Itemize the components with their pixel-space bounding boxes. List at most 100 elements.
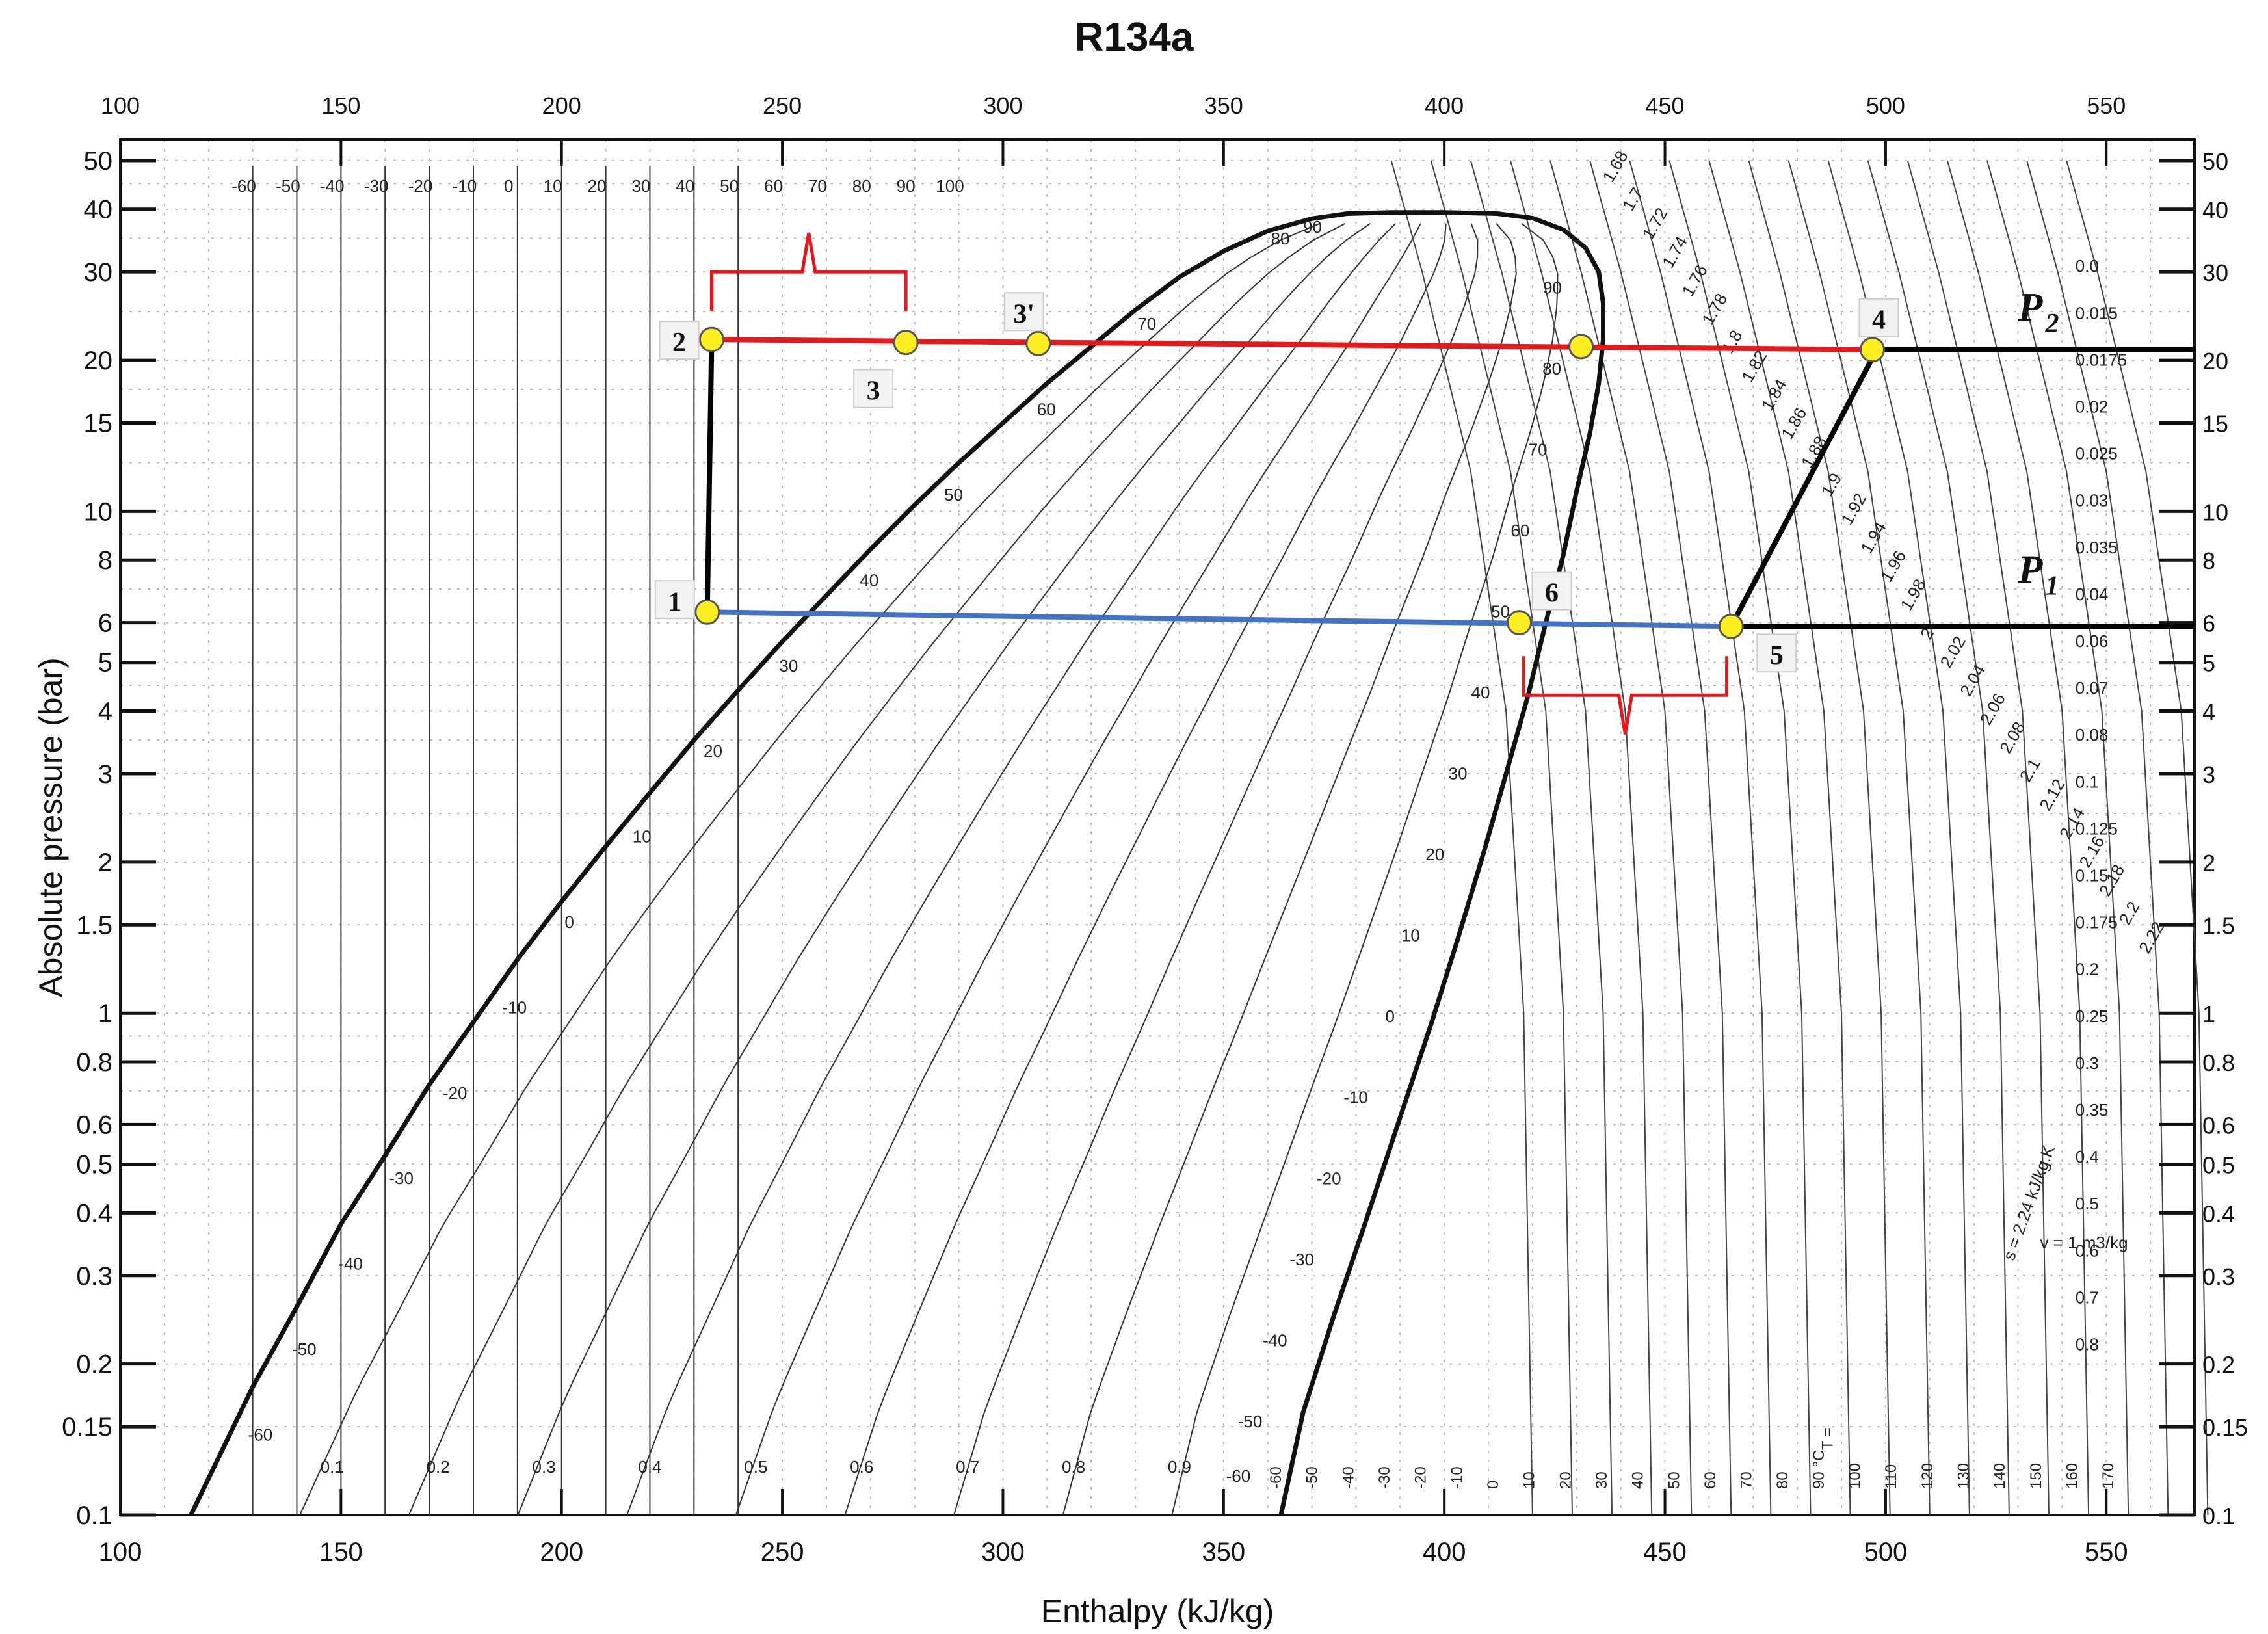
bottom-temperature-label: 80 bbox=[1774, 1471, 1791, 1489]
vapor-temperature-label: 40 bbox=[1471, 683, 1490, 702]
x-tick-label: 500 bbox=[1864, 1538, 1908, 1566]
chart-title: R134a bbox=[1074, 15, 1194, 60]
isotherm-vapor bbox=[1589, 160, 1732, 1516]
x-tick-label-top: 400 bbox=[1425, 92, 1464, 119]
cycle-line bbox=[1728, 348, 1879, 628]
isotherm-vapor bbox=[1470, 160, 1613, 1516]
volume-label: 0.04 bbox=[2076, 585, 2109, 604]
quality-label: 0.5 bbox=[744, 1457, 767, 1477]
y-tick-label-right: 4 bbox=[2202, 699, 2215, 726]
x-tick-label-top: 550 bbox=[2087, 92, 2126, 119]
bottom-temperature-label: 170 bbox=[2100, 1463, 2117, 1489]
quality-label: 0.6 bbox=[850, 1457, 873, 1477]
quality-label: 0.1 bbox=[321, 1457, 344, 1477]
state-point-label: 2 bbox=[672, 328, 686, 358]
quality-label: 0.9 bbox=[1168, 1457, 1191, 1477]
entropy-label: 2.1 bbox=[2016, 755, 2044, 785]
quality-line bbox=[1062, 223, 1517, 1516]
bottom-temperature-label: -20 bbox=[1412, 1466, 1430, 1489]
isotherm-vapor bbox=[1629, 160, 1772, 1516]
x-axis-title: Enthalpy (kJ/kg) bbox=[1041, 1593, 1274, 1629]
liquid-temperature-label: -60 bbox=[248, 1425, 273, 1444]
state-point-label: 4 bbox=[1872, 306, 1886, 336]
x-tick-label-top: 350 bbox=[1204, 92, 1243, 119]
quality-line bbox=[953, 223, 1479, 1516]
top-temperature-label: 60 bbox=[764, 176, 783, 196]
y-tick-label-right: 5 bbox=[2202, 650, 2215, 677]
vapor-temperature-label: -30 bbox=[1289, 1250, 1314, 1269]
vapor-temperature-label: 10 bbox=[1401, 926, 1420, 945]
volume-label: 0.0175 bbox=[2076, 350, 2128, 369]
state-point bbox=[1568, 334, 1594, 360]
y-tick-label-right: 0.5 bbox=[2202, 1152, 2235, 1179]
isotherm-vapor bbox=[1748, 160, 1891, 1516]
top-temperature-label: -30 bbox=[364, 176, 389, 196]
y-tick-label: 0.4 bbox=[76, 1199, 112, 1228]
y-tick-label: 15 bbox=[84, 410, 113, 438]
volume-label: 0.2 bbox=[2076, 960, 2099, 979]
vapor-temperature-label: -20 bbox=[1317, 1168, 1341, 1188]
bottom-temperature-label: 130 bbox=[1955, 1463, 1972, 1489]
x-tick-label-top: 150 bbox=[321, 92, 360, 119]
volume-label: 0.4 bbox=[2076, 1147, 2099, 1166]
state-point bbox=[698, 326, 724, 352]
y-tick-label: 40 bbox=[84, 196, 113, 224]
y-tick-label: 5 bbox=[98, 649, 112, 678]
x-tick-label-top: 100 bbox=[101, 92, 140, 119]
liquid-temperature-label: 90 bbox=[1303, 217, 1322, 237]
liquid-temperature-label: 10 bbox=[633, 827, 652, 847]
quality-label: 0.8 bbox=[1062, 1457, 1085, 1477]
volume-label: 0.15 bbox=[2076, 866, 2109, 886]
bracket-liquid bbox=[709, 232, 908, 311]
y-tick-label-right: 2 bbox=[2202, 850, 2215, 876]
entropy-label: 1.96 bbox=[1877, 547, 1910, 585]
bracket-vapor bbox=[1522, 656, 1729, 735]
y-tick-label-right: 40 bbox=[2202, 197, 2228, 224]
bottom-temperature-label: 90 °C bbox=[1810, 1450, 1828, 1489]
x-tick-label: 150 bbox=[319, 1538, 363, 1566]
vapor-temperature-label: 90 bbox=[1543, 278, 1562, 297]
quality-line bbox=[844, 223, 1447, 1516]
y-tick-label-right: 10 bbox=[2202, 499, 2228, 525]
quality-label: 0.7 bbox=[956, 1457, 979, 1477]
isotherm-vapor bbox=[1430, 160, 1573, 1516]
volume-label: 0.35 bbox=[2076, 1100, 2109, 1120]
top-temperature-label: 90 bbox=[897, 176, 916, 196]
y-tick-label-right: 6 bbox=[2202, 611, 2215, 637]
volume-label: 0.3 bbox=[2076, 1053, 2099, 1073]
y-tick-label: 0.5 bbox=[76, 1151, 112, 1179]
y-tick-label-right: 1 bbox=[2202, 1001, 2215, 1027]
isotherm-vapor bbox=[1787, 160, 1931, 1516]
top-temperature-label: 80 bbox=[852, 176, 871, 196]
entropy-label: 1.68 bbox=[1598, 147, 1631, 185]
y-tick-label-right: 1.5 bbox=[2202, 912, 2235, 939]
pressure-label-p2: P bbox=[2018, 285, 2044, 330]
state-point bbox=[694, 599, 720, 625]
y-tick-label: 3 bbox=[98, 760, 112, 789]
bottom-temperature-label: 100 bbox=[1847, 1463, 1864, 1489]
volume-label: 0.035 bbox=[2076, 538, 2118, 557]
quality-label: 0.3 bbox=[532, 1457, 555, 1477]
saturated-vapor-line bbox=[1278, 210, 1605, 1516]
vapor-temperature-label: 80 bbox=[1542, 359, 1561, 378]
pressure-label-subscript: 1 bbox=[2046, 572, 2059, 601]
cycle-line-p1 bbox=[707, 609, 1732, 629]
bottom-temperature-label: 60 bbox=[1702, 1471, 1719, 1489]
y-tick-label-right: 0.2 bbox=[2202, 1352, 2235, 1378]
x-tick-label-top: 200 bbox=[542, 92, 581, 119]
x-tick-label: 550 bbox=[2085, 1538, 2128, 1566]
y-tick-label-right: 15 bbox=[2202, 411, 2228, 438]
top-temperature-label: 40 bbox=[676, 176, 694, 196]
y-tick-label: 1 bbox=[98, 999, 112, 1028]
liquid-temperature-label: 80 bbox=[1271, 229, 1290, 248]
liquid-temperature-label: -40 bbox=[338, 1254, 363, 1274]
vapor-temperature-label: 20 bbox=[1425, 845, 1444, 864]
bottom-temperature-label: 160 bbox=[2063, 1463, 2081, 1489]
vapor-temperature-label: -50 bbox=[1238, 1412, 1263, 1431]
bottom-temperature-label: 10 bbox=[1521, 1471, 1538, 1489]
vapor-temperature-label: -40 bbox=[1263, 1330, 1287, 1350]
y-tick-label: 0.8 bbox=[76, 1048, 112, 1077]
y-tick-label-right: 0.4 bbox=[2202, 1200, 2235, 1227]
liquid-temperature-label: 70 bbox=[1137, 314, 1156, 334]
